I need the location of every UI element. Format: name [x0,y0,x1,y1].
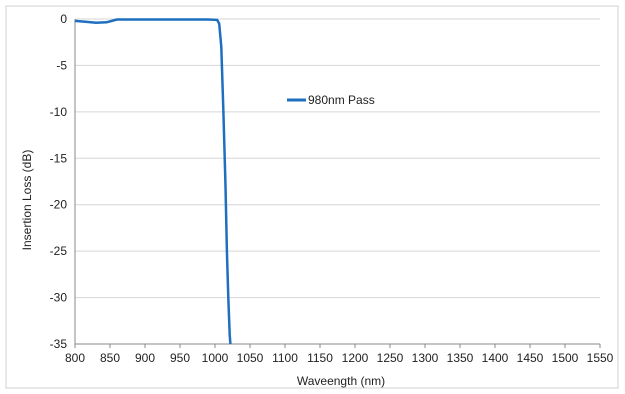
x-tick-label: 1400 [482,351,509,365]
x-tick-label: 1450 [517,351,544,365]
x-tick-label: 950 [170,351,190,365]
x-tick-label: 1550 [587,351,614,365]
x-tick-label: 1200 [342,351,369,365]
x-tick-label: 1150 [307,351,333,365]
x-tick-label: 850 [100,351,120,365]
y-tick-label: -5 [56,58,67,72]
legend: 980nm Pass [287,93,375,107]
axes [74,19,601,348]
x-tick-label: 1350 [447,351,474,365]
legend-label: 980nm Pass [308,93,375,107]
y-tick-label: -10 [50,105,68,119]
y-tick-label: -30 [50,291,68,305]
y-tick-label: -25 [50,244,68,258]
x-tick-label: 800 [65,351,85,365]
y-axis-title: Insertion Loss (dB) [20,150,34,251]
x-axis-ticks: 800 850 900 950 1000 1050 1100 1150 1200 1250 1300… [65,351,614,365]
x-tick-label: 1000 [202,351,229,365]
x-tick-label: 1250 [377,351,404,365]
x-tick-label: 1050 [237,351,264,365]
chart-frame [5,5,619,389]
x-tick-label: 1500 [552,351,579,365]
series-lines [74,18,232,345]
y-tick-label: 0 [60,12,67,26]
y-tick-label: -35 [50,337,68,351]
x-tick-label: 900 [135,351,155,365]
x-tick-label: 1100 [272,351,298,365]
y-axis-ticks: 0 -5 -10 -15 -20 -25 -30 -35 [50,12,68,351]
y-tick-label: -20 [50,198,68,212]
y-tick-label: -15 [50,151,68,165]
gridlines [75,18,600,299]
x-axis-title: Waveength (nm) [297,374,385,388]
series-line-0 [74,18,232,345]
x-tick-label: 1300 [412,351,439,365]
